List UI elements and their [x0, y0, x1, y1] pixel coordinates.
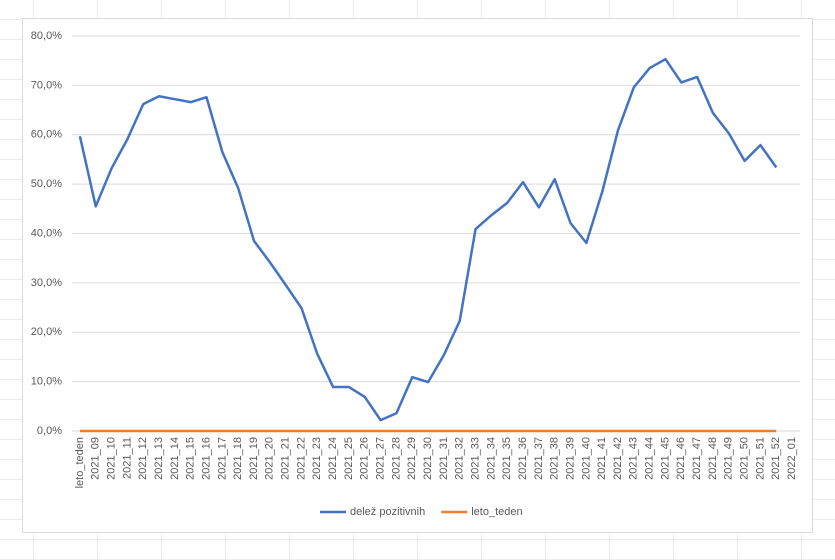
x-tick-label: 2021_51: [754, 437, 766, 480]
y-tick-label: 50,0%: [31, 178, 62, 190]
series-line: [78, 57, 778, 422]
x-tick-label: 2021_47: [691, 437, 703, 480]
x-tick-label: 2021_22: [295, 437, 307, 480]
y-tick-label: 30,0%: [31, 277, 62, 289]
x-tick-label: 2021_40: [580, 437, 592, 480]
chart-area: [22, 18, 813, 533]
x-tick-label: 2021_46: [675, 437, 687, 480]
legend-label: leto_teden: [471, 506, 522, 518]
x-tick-label: 2021_09: [90, 437, 102, 480]
x-tick-label: 2021_23: [311, 437, 323, 480]
x-tick-label: 2021_26: [359, 437, 371, 480]
x-tick-label: 2021_24: [327, 437, 339, 480]
x-tick-label: 2021_45: [659, 437, 671, 480]
x-tick-label: 2021_20: [264, 437, 276, 480]
x-tick-label: 2021_25: [343, 437, 355, 480]
x-tick-label: 2021_50: [739, 437, 751, 480]
y-tick-label: 40,0%: [31, 227, 62, 239]
x-tick-label: 2021_35: [501, 437, 513, 480]
x-tick-label: 2021_43: [628, 437, 640, 480]
x-tick-label: 2021_34: [485, 437, 497, 480]
x-tick-label: 2021_11: [121, 437, 133, 479]
x-tick-label: 2021_52: [770, 437, 782, 480]
x-tick-label: 2021_29: [406, 437, 418, 480]
x-tick-label: 2021_16: [200, 437, 212, 480]
y-tick-label: 70,0%: [31, 79, 62, 91]
x-tick-label: 2022_01: [786, 437, 798, 480]
x-tick-label: 2021_27: [375, 437, 387, 480]
x-tick-label: 2021_19: [248, 437, 260, 480]
x-tick-label: 2021_48: [707, 437, 719, 480]
x-tick-label: 2021_12: [137, 437, 149, 480]
x-tick-label: 2021_21: [280, 437, 292, 480]
x-tick-label: 2021_33: [469, 437, 481, 480]
x-tick-label: 2021_28: [390, 437, 402, 480]
x-tick-label: 2021_32: [454, 437, 466, 480]
x-tick-label: 2021_18: [232, 437, 244, 480]
x-tick-label: 2021_17: [216, 437, 228, 480]
x-tick-label: leto_teden: [74, 437, 86, 488]
y-tick-label: 60,0%: [31, 129, 62, 141]
x-tick-label: 2021_41: [596, 437, 608, 480]
x-tick-label: 2021_38: [549, 437, 561, 480]
y-tick-label: 80,0%: [31, 30, 62, 42]
x-tick-label: 2021_14: [169, 437, 181, 480]
x-tick-label: 2021_39: [564, 437, 576, 480]
x-tick-label: 2021_31: [438, 437, 450, 480]
x-tick-label: 2021_49: [723, 437, 735, 480]
x-tick-label: 2021_37: [533, 437, 545, 480]
x-tick-label: 2021_15: [185, 437, 197, 480]
x-tick-label: 2021_30: [422, 437, 434, 480]
x-tick-label: 2021_10: [105, 437, 117, 480]
y-tick-label: 10,0%: [31, 376, 62, 388]
x-tick-label: 2021_42: [612, 437, 624, 480]
x-tick-label: 2021_44: [644, 437, 656, 480]
legend-label: delež pozitivnih: [350, 506, 425, 518]
x-tick-label: 2021_36: [517, 437, 529, 480]
x-tick-label: 2021_13: [153, 437, 165, 480]
y-tick-label: 0,0%: [37, 425, 62, 437]
y-tick-label: 20,0%: [31, 326, 62, 338]
